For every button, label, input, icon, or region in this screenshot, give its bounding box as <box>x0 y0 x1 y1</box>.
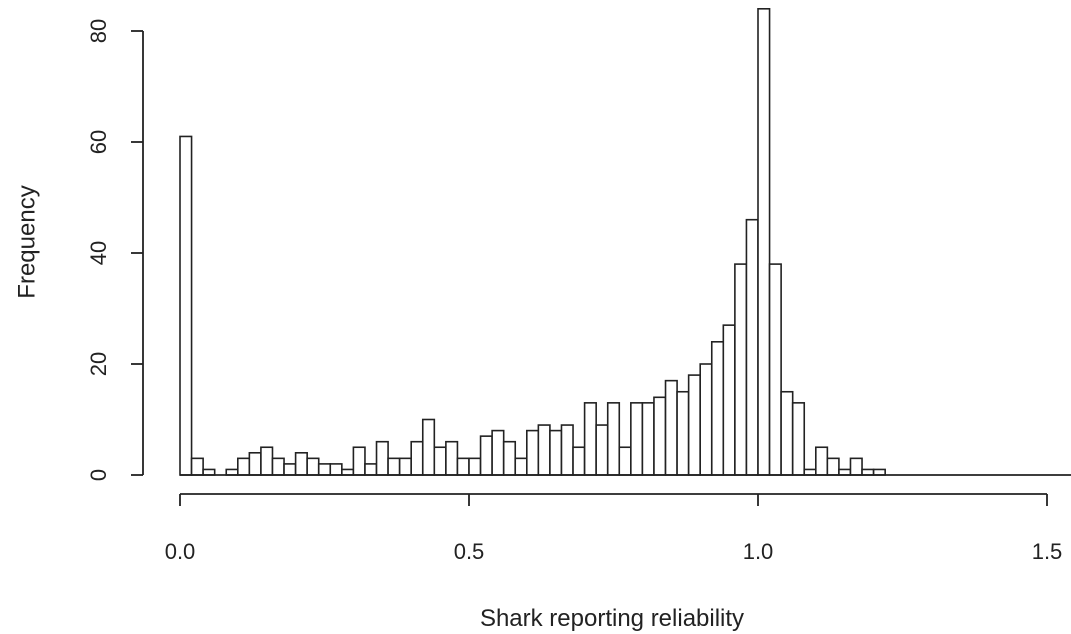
histogram-bar <box>814 446 829 476</box>
histogram-bar <box>525 429 540 476</box>
y-axis: 0 20 40 60 80 <box>86 19 144 481</box>
histogram-bar <box>398 457 413 476</box>
histogram-bar <box>468 457 482 476</box>
histogram-bar <box>768 263 782 476</box>
histogram-bar <box>456 457 470 476</box>
histogram-bar <box>271 457 285 476</box>
y-tick-label: 20 <box>86 352 111 376</box>
histogram-bar <box>606 402 621 476</box>
histogram-bar <box>237 457 251 476</box>
histogram-bar <box>791 402 806 476</box>
histogram-bar <box>479 435 493 476</box>
histogram-bar <box>780 390 794 476</box>
histogram-bar <box>826 457 840 476</box>
histogram-bar <box>630 402 644 476</box>
histogram-bar <box>352 446 366 476</box>
histogram-bar <box>618 446 632 476</box>
histogram-bar <box>294 451 308 476</box>
histogram-bar <box>317 463 332 476</box>
histogram-bar <box>560 424 574 476</box>
histogram-bar <box>387 457 401 476</box>
histogram-bar <box>306 457 320 476</box>
histogram-bar <box>687 374 702 476</box>
histogram-bar <box>653 396 667 476</box>
x-tick-label: 0.5 <box>454 539 485 564</box>
x-axis: 0.0 0.5 1.0 1.5 <box>165 493 1063 564</box>
histogram-bar <box>502 440 517 476</box>
y-tick-label: 0 <box>86 469 111 481</box>
y-axis-title: Frequency <box>13 185 40 298</box>
y-tick-label: 40 <box>86 241 111 265</box>
histogram-bar <box>722 324 736 476</box>
histogram-bar <box>734 263 748 476</box>
histogram-bar <box>421 418 436 476</box>
histogram-bar <box>676 390 690 476</box>
histogram-bar <box>595 424 609 476</box>
y-tick-label: 60 <box>86 130 111 154</box>
histogram-bar <box>514 457 528 476</box>
histogram-bar <box>190 457 204 476</box>
histogram-bar <box>410 440 424 476</box>
x-axis-title: Shark reporting reliability <box>480 605 744 632</box>
histogram-bar <box>283 463 297 476</box>
histogram-bar <box>248 451 262 476</box>
histogram-bar <box>445 440 459 476</box>
histogram-bar <box>710 340 725 476</box>
histogram-bar <box>491 429 505 476</box>
y-tick-label: 80 <box>86 19 111 43</box>
x-tick-label: 1.5 <box>1032 539 1063 564</box>
histogram-bar <box>699 363 713 476</box>
histogram-bar <box>260 446 274 476</box>
histogram-bar <box>641 402 655 476</box>
histogram-bar <box>549 429 563 476</box>
histogram-bar <box>375 440 389 476</box>
histogram-bar <box>433 446 447 476</box>
histogram-bar <box>364 463 378 476</box>
histogram-bar <box>583 402 597 476</box>
histogram-bar <box>757 8 771 476</box>
histogram-bar <box>179 135 193 476</box>
histogram-bar <box>537 424 551 476</box>
x-tick-label: 0.0 <box>165 539 196 564</box>
x-tick-label: 1.0 <box>743 539 774 564</box>
histogram-bar <box>329 463 343 476</box>
histogram-bar <box>745 218 759 476</box>
bars-group <box>179 8 886 476</box>
histogram-bar <box>664 379 678 476</box>
histogram-bar <box>572 446 586 476</box>
histogram-bar <box>849 457 863 476</box>
